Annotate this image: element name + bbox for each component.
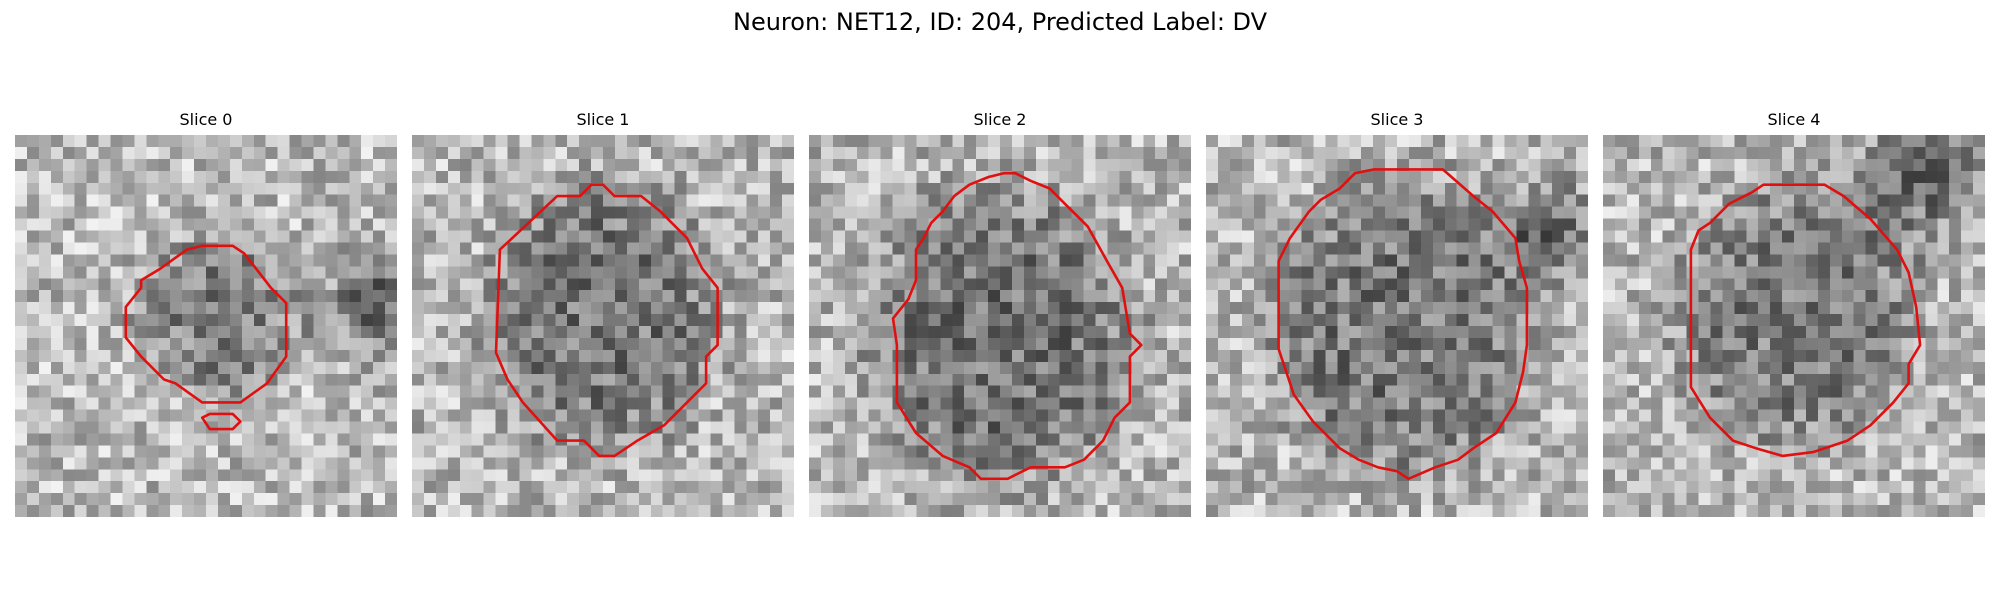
contour-outline-4 (1689, 183, 1922, 458)
slice-2-svg (809, 135, 1191, 517)
contour-outline-0 (124, 244, 288, 404)
slice-image-0 (15, 135, 397, 517)
slice-title-4: Slice 4 (1767, 110, 1821, 129)
slice-title-1: Slice 1 (576, 110, 630, 129)
slice-panel-2: Slice 2 (809, 108, 1191, 517)
slice-image-1 (412, 135, 794, 517)
pixel-grid-2 (809, 135, 1191, 517)
slice-3-svg (1206, 135, 1588, 517)
contour-outline-0-extra (200, 412, 242, 431)
pixel-grid-4 (1603, 135, 1985, 517)
contour-outline-3 (1277, 168, 1529, 481)
slice-4-svg (1603, 135, 1985, 517)
slice-title-3: Slice 3 (1370, 110, 1424, 129)
slice-panel-4: Slice 4 (1603, 108, 1985, 517)
pixel-grid-3 (1206, 135, 1588, 517)
slice-title-0: Slice 0 (179, 110, 233, 129)
slice-image-3 (1206, 135, 1588, 517)
pixel-grid-1 (412, 135, 794, 517)
slice-0-svg (15, 135, 397, 517)
slice-image-2 (809, 135, 1191, 517)
slice-title-2: Slice 2 (973, 110, 1027, 129)
pixel-grid-0 (15, 135, 397, 517)
contour-outline-1 (494, 183, 719, 458)
slice-image-4 (1603, 135, 1985, 517)
slice-panel-3: Slice 3 (1206, 108, 1588, 517)
figure-title: Neuron: NET12, ID: 204, Predicted Label:… (732, 8, 1268, 36)
slice-panel-1: Slice 1 (412, 108, 794, 517)
slice-panel-0: Slice 0 (15, 108, 397, 517)
contour-outline-2 (891, 171, 1143, 481)
slice-1-svg (412, 135, 794, 517)
